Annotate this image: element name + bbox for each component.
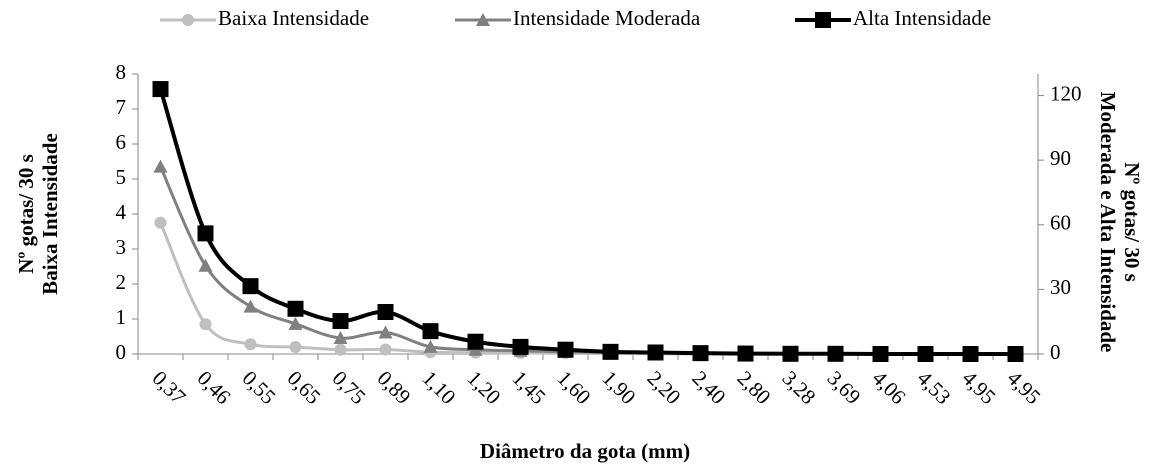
y2-axis-title: Nº gotas/ 30 s Moderada e Alta Intensida…	[1096, 92, 1144, 353]
y-tick-label: 2	[116, 270, 127, 294]
y-tick-label: 7	[116, 95, 127, 119]
data-point	[287, 300, 304, 317]
data-point	[872, 346, 889, 362]
x-tick-label: 3,69	[823, 366, 866, 409]
legend-swatch-marker	[182, 14, 194, 26]
data-point	[333, 331, 348, 345]
legend-item: Intensidade Moderada	[455, 6, 701, 30]
x-tick-label: 0,37	[148, 366, 191, 409]
data-point	[198, 258, 213, 272]
y2-tick-label: 60	[1050, 211, 1071, 235]
data-point	[377, 304, 394, 320]
x-tick-label: 1,20	[463, 366, 506, 409]
data-point	[199, 318, 212, 331]
y-tick-label: 8	[116, 60, 127, 84]
data-point	[152, 81, 169, 98]
data-point	[692, 345, 709, 362]
data-point	[197, 225, 214, 242]
data-point	[154, 216, 167, 229]
x-tick-label: 4,53	[913, 366, 956, 409]
data-point	[378, 325, 393, 339]
data-point	[422, 323, 439, 340]
x-tick-label: 1,90	[598, 366, 641, 409]
data-point	[243, 299, 258, 313]
x-tick-label: 1,60	[553, 366, 596, 409]
y-tick-label: 1	[116, 305, 127, 329]
legend-swatch-marker	[815, 12, 831, 28]
x-tick-label: 0,89	[373, 366, 416, 409]
x-tick-label: 0,46	[193, 366, 236, 409]
x-tick-label: 1,10	[418, 366, 461, 409]
data-point	[602, 343, 619, 360]
y2-axis-title-line: Moderada e Alta Intensidade	[1096, 92, 1120, 353]
data-point	[379, 343, 392, 356]
x-tick-label: 2,40	[688, 366, 731, 409]
data-point	[1007, 346, 1024, 362]
data-point	[512, 338, 529, 355]
y2-tick-label: 30	[1050, 275, 1071, 299]
legend-label: Alta Intensidade	[853, 6, 991, 30]
data-point	[423, 339, 438, 353]
data-point	[647, 344, 664, 361]
x-tick-label: 1,45	[508, 366, 551, 409]
legend-item: Baixa Intensidade	[160, 6, 369, 30]
y-tick-label: 3	[116, 235, 127, 259]
data-point	[467, 333, 484, 350]
y2-tick-label: 90	[1050, 146, 1071, 170]
x-tick-label: 4,06	[868, 366, 911, 409]
y-axis-title-line: Nº gotas/ 30 s	[14, 154, 38, 274]
x-tick-label: 4,95	[958, 366, 1001, 409]
series-line	[159, 222, 1016, 356]
legend-label: Intensidade Moderada	[513, 6, 701, 30]
x-tick-label: 0,75	[328, 366, 371, 409]
data-point	[557, 341, 574, 358]
x-axis-title: Diâmetro da gota (mm)	[480, 439, 690, 463]
data-point	[242, 278, 259, 295]
legend-item: Alta Intensidade	[795, 6, 991, 30]
x-tick-label: 0,65	[283, 366, 326, 409]
y2-tick-label: 0	[1050, 340, 1061, 364]
x-tick-label: 2,20	[643, 366, 686, 409]
data-point	[153, 159, 168, 173]
data-point	[737, 345, 754, 362]
x-tick-label: 2,80	[733, 366, 776, 409]
data-point	[827, 345, 844, 362]
y-tick-label: 5	[116, 165, 127, 189]
data-point	[782, 345, 799, 362]
data-point	[288, 316, 303, 330]
y-tick-label: 0	[116, 340, 127, 364]
y-axis-title: Nº gotas/ 30 s Baixa Intensidade	[14, 133, 62, 295]
legend-swatch-marker	[476, 13, 490, 26]
data-point	[244, 338, 257, 351]
data-point	[917, 346, 934, 362]
y-tick-label: 6	[116, 130, 127, 154]
data-point	[289, 341, 302, 353]
x-tick-label: 4,95	[1003, 366, 1046, 409]
y2-tick-label: 120	[1050, 81, 1082, 105]
y-tick-label: 4	[116, 200, 127, 224]
series-line	[159, 165, 1016, 356]
x-tick-label: 0,55	[238, 366, 281, 409]
data-point	[962, 346, 979, 362]
x-tick-label: 3,28	[778, 366, 821, 409]
legend-label: Baixa Intensidade	[218, 6, 369, 30]
y-axis-title-line: Baixa Intensidade	[38, 133, 62, 295]
data-point	[334, 343, 347, 356]
data-point	[332, 313, 349, 330]
y2-axis-title-line: Nº gotas/ 30 s	[1120, 162, 1144, 282]
